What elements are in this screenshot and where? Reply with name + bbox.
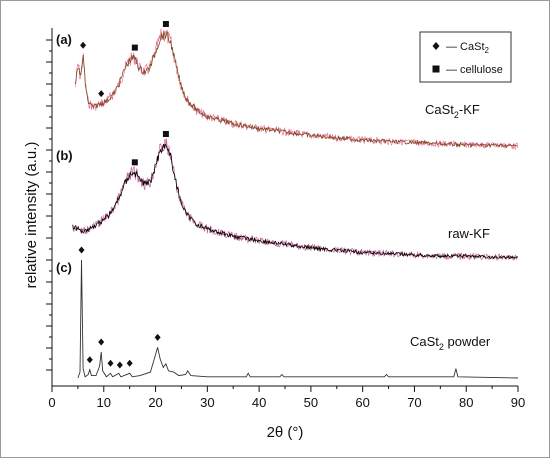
x-tick-label-7: 70 <box>407 395 421 410</box>
x-tick-label-3: 30 <box>200 395 214 410</box>
diamond-marker-2-3 <box>107 359 114 367</box>
diamond-marker-0-1 <box>98 90 105 98</box>
axes: 0 10 20 30 40 50 60 70 80 90 <box>46 28 525 410</box>
series-line-0 <box>74 30 518 149</box>
series-line-2 <box>77 259 519 379</box>
diamond-marker-2-6 <box>154 333 161 341</box>
legend: — CaSt2 — cellulose <box>419 31 512 83</box>
panel-labels: (a) (b) (c) <box>56 32 73 275</box>
square-marker-1-1 <box>162 131 169 137</box>
series-line-1 <box>72 143 518 260</box>
x-tick-label-4: 40 <box>252 395 266 410</box>
series-label-1: raw-KF <box>448 226 490 241</box>
x-axis-title: 2θ (°) <box>267 424 304 441</box>
legend-diamond-icon <box>432 42 440 50</box>
legend-label-0: — CaSt2 <box>446 41 490 55</box>
x-tick-label-1: 10 <box>97 395 111 410</box>
traces <box>72 30 519 379</box>
noise-trace-1 <box>72 138 518 261</box>
x-tick-label-2: 20 <box>148 395 162 410</box>
legend-box <box>419 31 512 83</box>
diamond-marker-2-4 <box>116 361 123 369</box>
x-tick-label-8: 80 <box>459 395 473 410</box>
x-ticks: 0 10 20 30 40 50 60 70 80 90 <box>48 386 525 410</box>
x-tick-label-9: 90 <box>511 395 525 410</box>
diamond-marker-2-5 <box>126 359 133 367</box>
y-ticks <box>46 39 52 371</box>
diamond-marker-2-0 <box>78 246 85 254</box>
square-marker-1-0 <box>131 159 138 166</box>
panel-label-1: (b) <box>56 148 73 163</box>
series-label-2: CaSt2 powder <box>410 334 491 352</box>
diamond-marker-2-2 <box>98 338 105 346</box>
square-marker-0-2 <box>131 44 138 51</box>
x-tick-label-5: 50 <box>304 395 318 410</box>
x-tick-label-6: 60 <box>355 395 369 410</box>
trace-labels: CaSt2-KF raw-KF CaSt2 powder <box>410 102 491 352</box>
square-marker-0-3 <box>162 21 169 27</box>
panel-label-0: (a) <box>56 32 72 47</box>
series-label-0: CaSt2-KF <box>425 102 480 120</box>
legend-label-1: — cellulose <box>446 64 503 76</box>
diamond-marker-0-0 <box>80 41 87 49</box>
panel-label-2: (c) <box>56 260 72 275</box>
x-tick-label-0: 0 <box>48 395 55 410</box>
y-axis-title: relative intensity (a.u.) <box>23 142 40 289</box>
legend-square-icon <box>432 65 440 73</box>
diamond-marker-2-1 <box>86 356 93 364</box>
markers <box>78 21 169 369</box>
